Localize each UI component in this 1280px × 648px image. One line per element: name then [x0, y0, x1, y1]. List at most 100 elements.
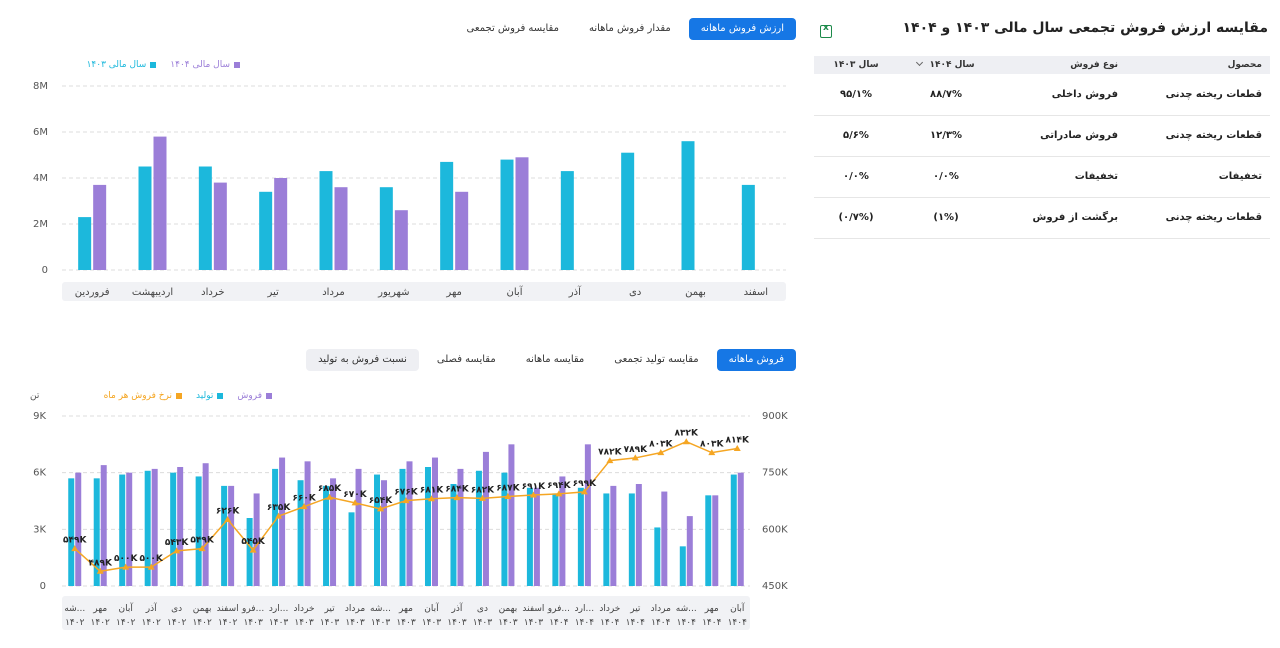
- sales-rate-point: [402, 497, 410, 504]
- x-tick-label: فرو...: [241, 604, 264, 614]
- x-axis-band: [62, 596, 750, 630]
- tab-sales-to-production-ratio[interactable]: نسبت فروش به تولید: [306, 349, 419, 371]
- bar-production: [475, 470, 482, 586]
- x-tick-label: شه...: [676, 604, 697, 614]
- tab-monthly-sales-value[interactable]: ارزش فروش ماهانه: [688, 18, 796, 40]
- x-tick-label: خرداد: [201, 287, 224, 298]
- data-label: ۵۰۰K: [114, 554, 138, 564]
- cell-product: قطعات ریخته چدنی: [1126, 74, 1270, 116]
- bar-production: [450, 484, 457, 586]
- tab-cumulative-production[interactable]: مقایسه تولید تجمعی: [614, 354, 699, 365]
- data-label: ۶۸۵K: [318, 484, 342, 494]
- table-row: تخفیفات تخفیفات ۰/۰% ۰/۰%: [814, 156, 1270, 198]
- x-tick-label: تیر: [629, 604, 641, 614]
- excel-export-icon[interactable]: [820, 23, 832, 38]
- legend-swatch-cyan-icon: [217, 393, 224, 399]
- x-tick-label: تیر: [323, 604, 335, 614]
- cell-1403: ۰/۰%: [814, 156, 898, 198]
- sales-rate-point: [606, 457, 614, 464]
- cell-1404: ۸۸/۷%: [898, 74, 994, 116]
- data-label: ۶۸۲K: [471, 485, 495, 495]
- legend-item-1403[interactable]: سال مالی ۱۴۰۳: [87, 60, 157, 70]
- bar-1403: [500, 159, 514, 270]
- table-header-row: محصول نوع فروش سال ۱۴۰۴ سال ۱۴۰۳: [814, 56, 1270, 74]
- bar-sales: [100, 465, 107, 586]
- data-label: ۷۸۲K: [598, 448, 622, 458]
- x-tick-label-year: ۱۴۰۳: [447, 618, 467, 628]
- bar-production: [730, 474, 737, 586]
- sales-rate-point: [708, 449, 716, 456]
- bar-1403: [440, 161, 454, 270]
- sales-rate-point: [122, 563, 130, 570]
- x-tick-label-year: ۱۴۰۲: [142, 618, 162, 628]
- bar-production: [679, 546, 686, 586]
- sales-rate-point: [657, 449, 665, 456]
- x-tick-label: مهر: [398, 604, 413, 614]
- x-tick-label-year: ۱۴۰۴: [600, 618, 620, 628]
- x-tick-label: خرداد: [599, 604, 620, 614]
- bar-1403: [138, 166, 152, 270]
- header-year-1404[interactable]: سال ۱۴۰۴: [898, 56, 994, 74]
- bar-production: [424, 467, 431, 586]
- x-tick-label-year: ۱۴۰۲: [218, 618, 238, 628]
- x-tick-label: دی: [171, 604, 182, 614]
- cell-1404: (۱%): [898, 197, 994, 239]
- y-tick-label-right: 750K: [762, 468, 788, 479]
- legend-label: فروش: [237, 391, 262, 401]
- bar-production: [501, 472, 508, 586]
- sales-rate-point: [377, 505, 385, 512]
- tab-seasonal-comparison[interactable]: مقایسه فصلی: [436, 354, 496, 365]
- header-product: محصول: [1126, 56, 1270, 74]
- y-tick-label-left: 6K: [33, 468, 46, 479]
- x-tick-label: بهمن: [685, 287, 706, 298]
- bar-1404: [153, 136, 167, 270]
- bar-production: [323, 485, 330, 586]
- data-label: ۶۹۴K: [547, 481, 571, 491]
- legend-item-sales[interactable]: فروش: [237, 391, 272, 401]
- bar-sales: [177, 467, 184, 586]
- data-label: ۵۴۳K: [165, 538, 189, 548]
- tab-monthly-comparison[interactable]: مقایسه ماهانه: [525, 354, 585, 365]
- x-tick-label: شه...: [370, 604, 391, 614]
- legend-item-sales-rate[interactable]: نرخ فروش هر ماه: [104, 391, 183, 401]
- chevron-down-icon: [916, 58, 924, 67]
- x-tick-label-year: ۱۴۰۳: [396, 618, 416, 628]
- bar-sales: [406, 461, 413, 586]
- x-tick-label-year: ۱۴۰۳: [294, 618, 314, 628]
- sales-rate-point: [326, 493, 334, 500]
- x-tick-label: اسفند: [217, 604, 239, 614]
- x-tick-label: خرداد: [294, 604, 315, 614]
- bar-1404: [334, 187, 348, 270]
- legend-item-production[interactable]: تولید: [196, 391, 224, 401]
- sales-rate-point: [580, 488, 588, 495]
- cell-product: تخفیفات: [1126, 156, 1270, 198]
- header-year-1404-label: سال ۱۴۰۴: [929, 60, 975, 70]
- bottom-chart-legend: فروش تولید نرخ فروش هر ماه: [104, 391, 272, 401]
- sales-rate-point: [224, 516, 232, 523]
- monthly-sales-production-chart: 9K 900K 6K 750K 3K 600K 0 450K شه... ۱۴۰۲ مهر ۱۴۰۲ آ…: [33, 411, 788, 630]
- tab-cumulative-sales-comparison[interactable]: مقایسه فروش تجمعی: [466, 23, 559, 34]
- legend-label: سال مالی ۱۴۰۳: [86, 60, 147, 70]
- sales-rate-point: [249, 546, 257, 553]
- bar-1403: [621, 152, 635, 270]
- x-tick-label: دی: [477, 604, 488, 614]
- tab-monthly-sales-amount[interactable]: مقدار فروش ماهانه: [588, 23, 671, 34]
- x-tick-label-year: ۱۴۰۲: [65, 618, 85, 628]
- bar-1404: [213, 182, 227, 270]
- x-tick-label-year: ۱۴۰۴: [728, 618, 748, 628]
- sales-rate-point: [631, 454, 639, 461]
- header-year-1403[interactable]: سال ۱۴۰۳: [814, 56, 898, 74]
- x-tick-label: بهمن: [193, 604, 212, 614]
- bar-production: [297, 480, 304, 586]
- legend-item-1404[interactable]: سال مالی ۱۴۰۴: [170, 60, 240, 70]
- cell-sale-type: فروش صادراتی: [994, 115, 1126, 157]
- data-label: ۶۹۹K: [573, 479, 597, 489]
- cell-1403: ۹۵/۱%: [814, 74, 898, 116]
- data-label: ۵۴۵K: [241, 537, 265, 547]
- tab-monthly-sales[interactable]: فروش ماهانه: [716, 349, 796, 371]
- x-tick-label: اردیبهشت: [132, 287, 173, 298]
- x-tick-label: آبان: [507, 285, 524, 298]
- x-tick-label: بهمن: [499, 604, 518, 614]
- x-tick-label: فروردین: [75, 287, 110, 298]
- legend-swatch-purple-icon: [234, 62, 240, 68]
